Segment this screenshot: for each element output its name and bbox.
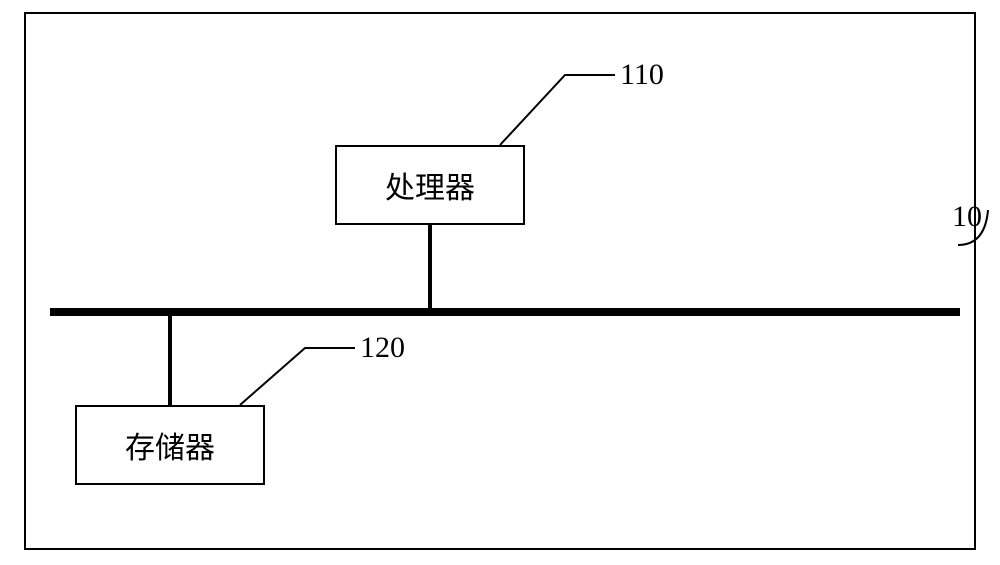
- outer-frame-callout-label: 10: [952, 200, 982, 234]
- processor-label: 处理器: [385, 163, 475, 207]
- processor-block: 处理器: [335, 145, 525, 225]
- memory-callout-label: 120: [360, 331, 405, 365]
- memory-block: 存储器: [75, 405, 265, 485]
- processor-connector: [428, 225, 432, 308]
- memory-connector: [168, 316, 172, 405]
- bus-line: [50, 308, 960, 316]
- memory-label: 存储器: [125, 423, 215, 467]
- processor-callout-label: 110: [620, 58, 664, 92]
